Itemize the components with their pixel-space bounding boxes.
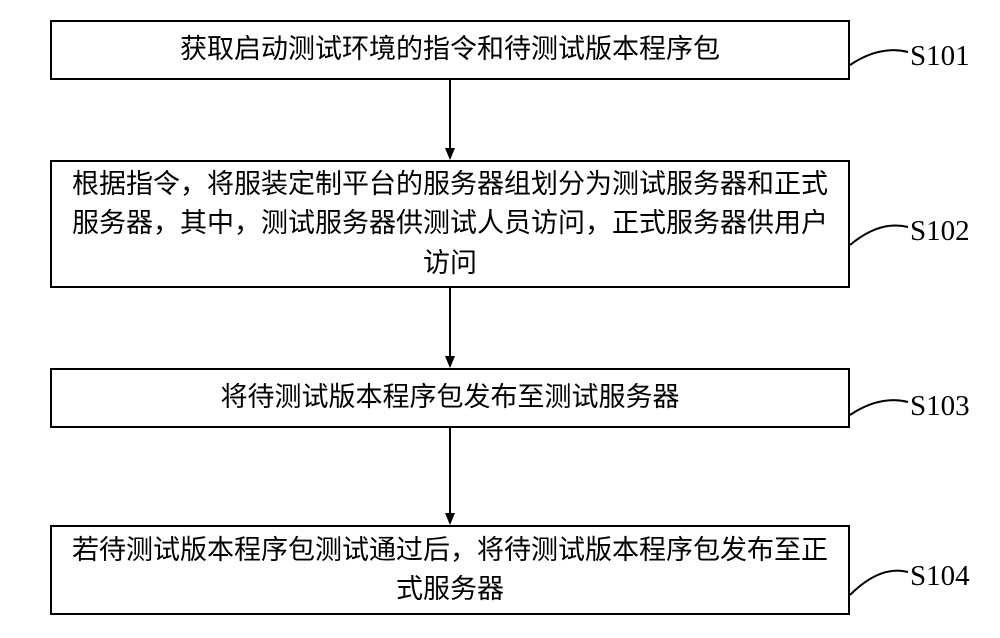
- flow-node-3-text: 将待测试版本程序包发布至测试服务器: [221, 378, 680, 417]
- step-label-s104: S104: [910, 560, 970, 593]
- flowchart-canvas: 获取启动测试环境的指令和待测试版本程序包 根据指令，将服装定制平台的服务器组划分…: [0, 0, 1000, 638]
- leader-n1-s101: [850, 50, 908, 65]
- flow-node-1-text: 获取启动测试环境的指令和待测试版本程序包: [180, 30, 720, 69]
- flow-node-2: 根据指令，将服装定制平台的服务器组划分为测试服务器和正式服务器，其中，测试服务器…: [50, 160, 850, 288]
- leader-n2-s102: [850, 225, 908, 245]
- leader-n4-s104: [850, 571, 908, 595]
- step-label-s101: S101: [910, 40, 970, 73]
- leader-n3-s103: [850, 400, 908, 415]
- step-label-s102: S102: [910, 215, 970, 248]
- step-label-s103: S103: [910, 390, 970, 423]
- flow-node-4: 若待测试版本程序包测试通过后，将待测试版本程序包发布至正式服务器: [50, 525, 850, 615]
- flow-node-2-text: 根据指令，将服装定制平台的服务器组划分为测试服务器和正式服务器，其中，测试服务器…: [68, 165, 832, 282]
- flow-node-4-text: 若待测试版本程序包测试通过后，将待测试版本程序包发布至正式服务器: [68, 531, 832, 609]
- flow-node-3: 将待测试版本程序包发布至测试服务器: [50, 368, 850, 428]
- flow-node-1: 获取启动测试环境的指令和待测试版本程序包: [50, 20, 850, 80]
